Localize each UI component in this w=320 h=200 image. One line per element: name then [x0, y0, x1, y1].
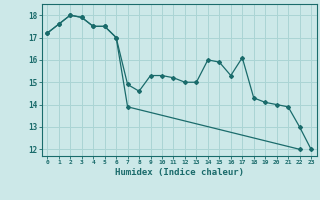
- X-axis label: Humidex (Indice chaleur): Humidex (Indice chaleur): [115, 168, 244, 177]
